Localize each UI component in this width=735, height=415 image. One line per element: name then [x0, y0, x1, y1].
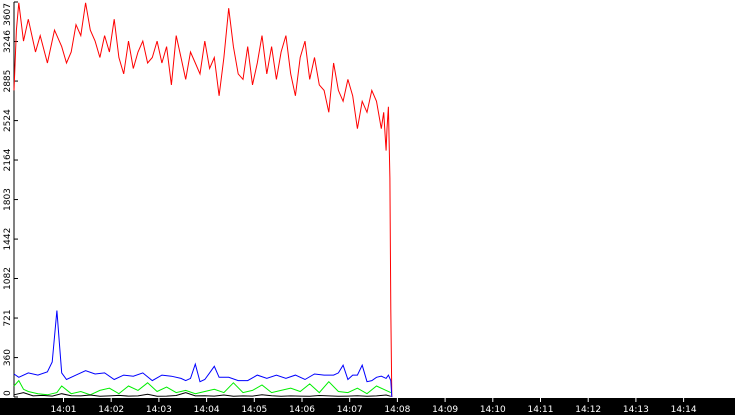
x-tick-label: 14:09: [432, 405, 458, 415]
y-tick-label: 2164: [3, 148, 13, 171]
x-tick-label: 14:08: [384, 405, 410, 415]
series-line: [13, 379, 392, 396]
x-axis: 14:01 14:02 14:03 14:04 14:05 14:06 14:07 14:08…: [51, 398, 697, 415]
y-tick-label: 1803: [3, 188, 13, 211]
x-tick-label: 14:14: [671, 405, 697, 415]
y-tick-label: 360: [3, 349, 13, 366]
x-tick-label: 14:11: [528, 405, 554, 415]
x-tick-label: 14:04: [194, 405, 220, 415]
y-tick-label: 1082: [3, 267, 13, 290]
x-tick-label: 14:05: [241, 405, 267, 415]
x-tick-label: 14:10: [480, 405, 506, 415]
y-tick-label: 0: [3, 390, 13, 396]
series-line: [13, 310, 393, 398]
x-tick-label: 14:13: [623, 405, 649, 415]
x-axis-bar: [0, 398, 735, 415]
x-tick-label: 14:06: [289, 405, 315, 415]
x-tick-label: 14:01: [51, 405, 77, 415]
y-tick-label: 3607: [3, 3, 13, 26]
y-tick-label: 2885: [3, 70, 13, 93]
x-tick-label: 14:02: [98, 405, 124, 415]
x-tick-label: 14:03: [146, 405, 172, 415]
x-tick-label: 14:07: [337, 405, 363, 415]
plot-area: [13, 2, 393, 398]
x-tick-label: 14:12: [575, 405, 601, 415]
y-tick-label: 2524: [3, 109, 13, 132]
y-tick-label: 721: [3, 309, 13, 326]
series-line: [13, 2, 393, 398]
y-axis: 0 360 721 1082 1442 1803 2164 2524 2885 3246 3607: [3, 1, 18, 398]
series-line: [13, 392, 391, 397]
y-tick-label: 3246: [3, 30, 13, 53]
y-tick-label: 1442: [3, 228, 13, 251]
